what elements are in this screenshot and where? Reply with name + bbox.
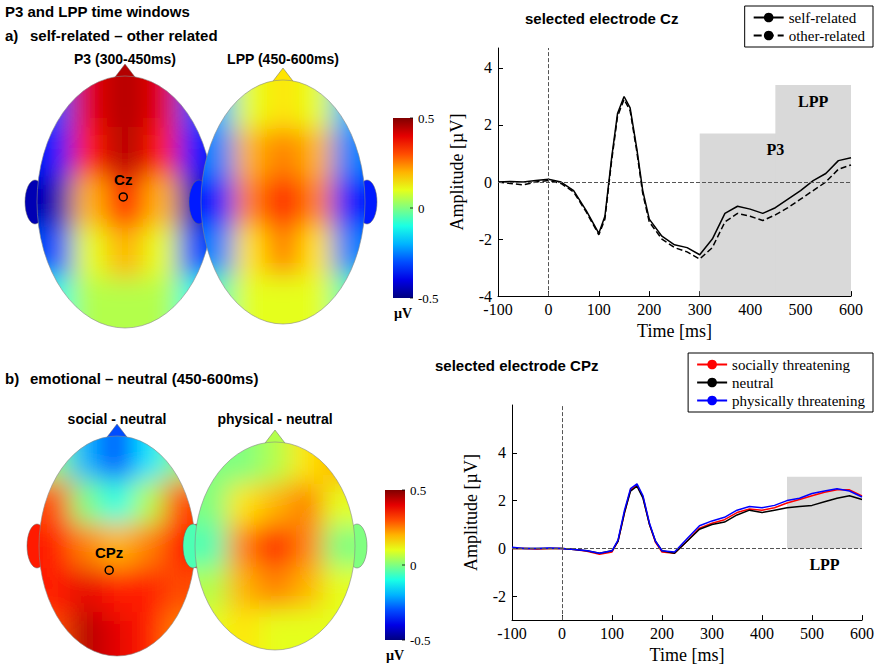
svg-text:P3 (300-450ms): P3 (300-450ms)	[74, 51, 176, 67]
svg-text:300: 300	[700, 625, 724, 642]
svg-text:-0.5: -0.5	[418, 291, 439, 306]
svg-text:selected electrode CPz: selected electrode CPz	[435, 357, 598, 374]
svg-text:CPz: CPz	[95, 544, 123, 561]
svg-text:2: 2	[498, 492, 506, 509]
svg-text:-0.5: -0.5	[410, 633, 431, 648]
svg-text:0: 0	[558, 625, 566, 642]
svg-text:Time [ms]: Time [ms]	[637, 321, 712, 341]
svg-text:200: 200	[650, 625, 674, 642]
svg-text:600: 600	[850, 625, 874, 642]
svg-text:physical - neutral: physical - neutral	[217, 411, 332, 427]
svg-text:100: 100	[600, 625, 624, 642]
svg-text:600: 600	[839, 301, 863, 318]
svg-text:-100: -100	[497, 625, 526, 642]
svg-text:200: 200	[637, 301, 661, 318]
svg-text:Time [ms]: Time [ms]	[650, 645, 725, 665]
svg-text:LPP: LPP	[809, 556, 839, 573]
svg-text:emotional – neutral (450-600ms: emotional – neutral (450-600ms)	[30, 370, 258, 387]
svg-text:µV: µV	[386, 648, 404, 663]
svg-text:300: 300	[688, 301, 712, 318]
svg-text:4: 4	[484, 59, 492, 76]
svg-text:physically threatening: physically threatening	[732, 393, 865, 409]
svg-text:2: 2	[484, 116, 492, 133]
svg-text:µV: µV	[394, 306, 412, 321]
svg-text:500: 500	[789, 301, 813, 318]
svg-text:self-related – other related: self-related – other related	[30, 27, 218, 44]
svg-text:-100: -100	[483, 301, 512, 318]
svg-text:selected electrode Cz: selected electrode Cz	[525, 10, 678, 27]
svg-text:LPP (450-600ms): LPP (450-600ms)	[227, 51, 339, 67]
svg-text:Amplitude [µV]: Amplitude [µV]	[461, 454, 481, 571]
svg-text:-2: -2	[479, 231, 492, 248]
svg-text:other-related: other-related	[789, 28, 866, 44]
svg-text:-4: -4	[478, 287, 492, 305]
svg-text:0: 0	[544, 301, 552, 318]
svg-text:Cz: Cz	[114, 171, 132, 188]
svg-text:socially threatening: socially threatening	[732, 357, 850, 373]
svg-text:P3 and LPP time windows: P3 and LPP time windows	[5, 3, 190, 20]
svg-text:0: 0	[484, 174, 492, 191]
svg-text:400: 400	[738, 301, 762, 318]
svg-text:social - neutral: social - neutral	[68, 411, 167, 427]
svg-text:Amplitude [µV]: Amplitude [µV]	[447, 114, 467, 231]
svg-text:0.5: 0.5	[410, 483, 426, 498]
svg-text:P3: P3	[766, 141, 784, 158]
svg-text:100: 100	[587, 301, 611, 318]
svg-text:-2: -2	[493, 588, 506, 605]
svg-text:0: 0	[410, 558, 417, 573]
svg-text:4: 4	[498, 444, 506, 461]
svg-text:a): a)	[5, 27, 18, 44]
svg-text:neutral: neutral	[732, 375, 774, 391]
svg-text:self-related: self-related	[789, 10, 857, 26]
svg-text:LPP: LPP	[798, 93, 828, 110]
svg-text:0.5: 0.5	[418, 111, 434, 126]
svg-text:0: 0	[498, 540, 506, 557]
svg-text:400: 400	[750, 625, 774, 642]
svg-text:b): b)	[5, 370, 19, 387]
svg-text:0: 0	[418, 201, 425, 216]
svg-text:500: 500	[800, 625, 824, 642]
